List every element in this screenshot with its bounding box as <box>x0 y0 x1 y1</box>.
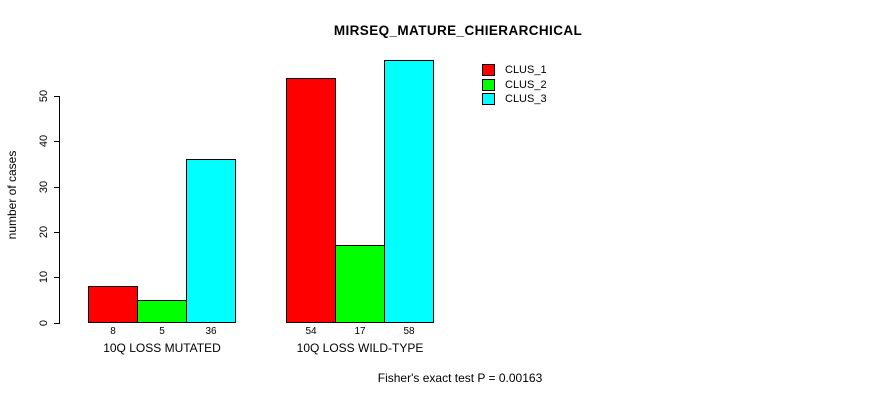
y-axis-tick-label: 0 <box>38 319 50 327</box>
bar-value-label: 5 <box>159 326 165 337</box>
bar-value-label: 8 <box>110 326 116 337</box>
legend-row: CLUS_1 <box>482 63 547 78</box>
legend-row: CLUS_2 <box>482 78 547 93</box>
y-axis-tick <box>54 277 60 278</box>
bar <box>286 78 336 323</box>
y-axis-tick-label: 10 <box>38 270 50 284</box>
bar <box>384 60 434 323</box>
y-axis-tick <box>54 96 60 97</box>
y-axis-tick <box>54 141 60 142</box>
y-axis-tick <box>54 232 60 233</box>
stat-annotation: Fisher's exact test P = 0.00163 <box>377 371 543 385</box>
bar-value-label: 36 <box>205 326 217 337</box>
bar <box>186 159 236 323</box>
bar-value-label: 58 <box>403 326 415 337</box>
legend-row: CLUS_3 <box>482 92 547 107</box>
y-axis-label: number of cases <box>5 150 19 240</box>
chart-title: MIRSEQ_MATURE_CHIERARCHICAL <box>333 23 583 38</box>
x-group-label: 10Q LOSS MUTATED <box>103 341 221 355</box>
legend-label: CLUS_2 <box>505 78 547 91</box>
legend-swatch-icon <box>482 78 495 91</box>
y-axis-tick <box>54 187 60 188</box>
y-axis-tick <box>54 323 60 324</box>
legend-swatch-icon <box>482 64 495 77</box>
legend-label: CLUS_1 <box>505 64 547 77</box>
y-axis-tick-label: 50 <box>38 89 50 103</box>
bar <box>137 300 187 323</box>
bar-value-label: 54 <box>305 326 317 337</box>
y-axis-tick-label: 20 <box>38 225 50 239</box>
legend-label: CLUS_3 <box>505 93 547 106</box>
x-group-label: 10Q LOSS WILD-TYPE <box>296 341 424 355</box>
y-axis-tick-label: 40 <box>38 134 50 148</box>
bar <box>335 245 385 323</box>
bar-value-label: 17 <box>354 326 366 337</box>
legend: CLUS_1 CLUS_2 CLUS_3 <box>482 63 547 107</box>
y-axis-line <box>59 96 60 323</box>
legend-swatch-icon <box>482 93 495 106</box>
y-axis-tick-label: 30 <box>38 180 50 194</box>
bar <box>88 286 138 323</box>
